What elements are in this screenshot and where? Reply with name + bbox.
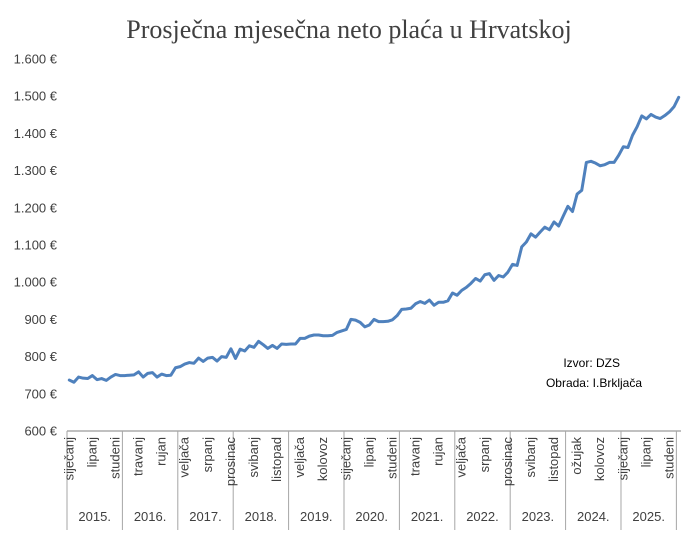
year-label: 2023. (522, 509, 555, 524)
y-tick-label: 1.300 € (14, 163, 58, 178)
x-tick-label: prosinac (500, 437, 515, 487)
y-axis: 600 € 700 € 800 € 900 € 1.000 € 1.100 € 1.200 … (14, 52, 58, 439)
y-tick-label: 600 € (24, 424, 57, 439)
plot-area (67, 95, 681, 384)
x-tick-label: rujan (431, 437, 446, 466)
x-tick-label: siječanj (61, 437, 76, 480)
x-tick-label: veljača (292, 436, 307, 477)
x-tick-label: lipanj (638, 437, 653, 467)
x-tick-label: svibanj (246, 437, 261, 478)
author-note: Obrada: I.Brkljača (546, 376, 642, 390)
x-tick-label: veljača (454, 436, 469, 477)
x-tick-label: studeni (107, 437, 122, 479)
x-tick-label: rujan (154, 437, 169, 466)
y-tick-label: 1.100 € (14, 238, 58, 253)
y-tick-label: 800 € (24, 349, 57, 364)
y-tick-label: 1.400 € (14, 126, 58, 141)
year-label: 2022. (466, 509, 499, 524)
year-label: 2021. (411, 509, 444, 524)
year-label: 2020. (355, 509, 388, 524)
y-tick-label: 900 € (24, 312, 57, 327)
x-axis: siječanj lipanj studeni travanj rujan veljača… (61, 430, 681, 530)
year-label: 2024. (577, 509, 610, 524)
x-tick-label: studeni (384, 437, 399, 479)
x-tick-label: kolovoz (315, 437, 330, 481)
year-label: 2016. (134, 509, 167, 524)
year-label: 2015. (78, 509, 111, 524)
year-label: 2025. (632, 509, 665, 524)
x-tick-label: prosinac (223, 437, 238, 487)
x-tick-label: listopad (546, 437, 561, 482)
y-tick-label: 700 € (24, 386, 57, 401)
x-tick-label: listopad (269, 437, 284, 482)
series-line (67, 95, 681, 384)
year-label: 2019. (300, 509, 333, 524)
year-label: 2018. (245, 509, 278, 524)
y-tick-label: 1.000 € (14, 275, 58, 290)
source-note: Izvor: DZS (563, 356, 620, 370)
year-label: 2017. (189, 509, 222, 524)
x-tick-label: ožujak (569, 437, 584, 475)
x-tick-label: siječanj (338, 437, 353, 480)
x-tick-label: veljača (177, 436, 192, 477)
y-tick-label: 1.600 € (14, 52, 58, 67)
x-tick-label: lipanj (84, 437, 99, 467)
x-tick-label: svibanj (523, 437, 538, 478)
x-tick-label: siječanj (615, 437, 630, 480)
x-tick-label: studeni (661, 437, 676, 479)
x-tick-label: lipanj (361, 437, 376, 467)
y-tick-label: 1.200 € (14, 200, 58, 215)
x-tick-label: travanj (408, 437, 423, 476)
x-tick-label: srpanj (477, 437, 492, 473)
x-tick-label: srpanj (200, 437, 215, 473)
x-tick-label: kolovoz (592, 437, 607, 481)
x-tick-label: travanj (131, 437, 146, 476)
chart-title: Prosječna mjesečna neto plaća u Hrvatsko… (126, 15, 571, 44)
y-tick-label: 1.500 € (14, 89, 58, 104)
